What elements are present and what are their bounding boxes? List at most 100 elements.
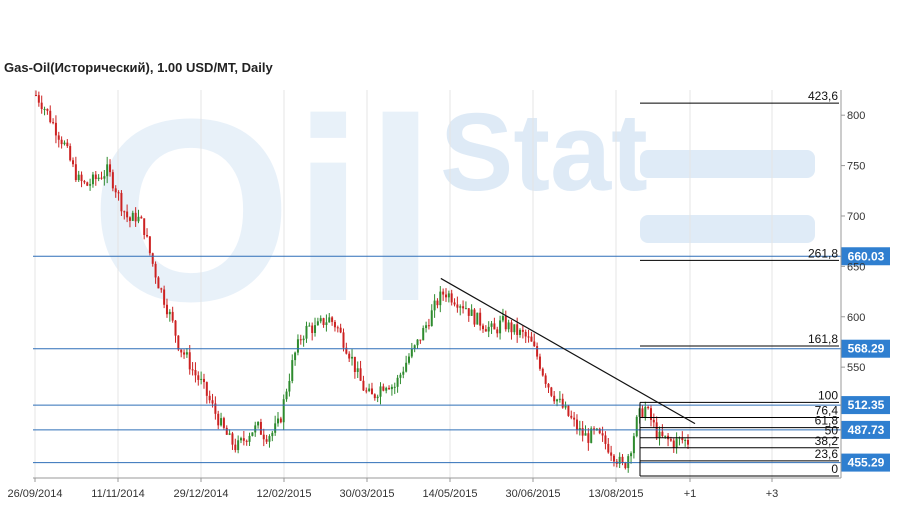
candle-body <box>109 164 112 173</box>
candle-body <box>188 352 191 370</box>
candle-body <box>285 391 288 400</box>
candle-body <box>365 390 368 392</box>
fib-label: 61,8 <box>815 414 839 428</box>
candle-body <box>328 317 331 323</box>
candle-body <box>314 325 317 333</box>
y-tick-label: 550 <box>847 362 865 374</box>
candle-body <box>148 236 151 254</box>
x-tick-label: 29/12/2014 <box>173 488 228 500</box>
candle-body <box>197 375 200 380</box>
candle-body <box>111 172 114 189</box>
candle-body <box>54 122 57 136</box>
y-tick-label: 600 <box>847 312 865 324</box>
candle-body <box>578 428 581 430</box>
candle-body <box>624 462 627 469</box>
level-badge <box>841 339 890 358</box>
level-badge <box>841 396 890 415</box>
x-tick-label: 30/06/2015 <box>505 488 560 500</box>
candle-body <box>558 398 561 400</box>
candle-body <box>89 184 92 186</box>
axes: 550 600 650 700 750 800 26/09/2014 11/11/2014 29… <box>7 90 865 500</box>
trendline-segment <box>440 277 696 425</box>
candle-body <box>126 211 129 218</box>
candle-body <box>407 356 410 363</box>
candle-body <box>519 329 522 335</box>
candle-body <box>575 419 578 430</box>
candle-body <box>649 408 652 420</box>
candle-body <box>595 428 598 430</box>
fib-label: 76,4 <box>815 404 839 418</box>
x-tick-label: 14/05/2015 <box>422 488 477 500</box>
candle-body <box>242 438 245 441</box>
candle-body <box>234 444 237 451</box>
candle-body <box>100 177 103 179</box>
candle-body <box>137 216 140 222</box>
level-badge-label: 660.03 <box>848 249 885 263</box>
candle-body <box>496 329 499 334</box>
candle-body <box>664 435 667 437</box>
candle-body <box>331 317 334 322</box>
candle-body <box>143 218 146 235</box>
candle-body <box>581 428 584 436</box>
candle-body <box>117 192 120 194</box>
candle-body <box>282 399 285 423</box>
candle-body <box>83 181 86 183</box>
candle-body <box>510 322 513 333</box>
candle-body <box>450 293 453 303</box>
candle-body <box>316 321 319 326</box>
candle-body <box>97 177 100 180</box>
candle-body <box>672 440 675 448</box>
candle-body <box>476 312 479 325</box>
candle-body <box>405 362 408 372</box>
candle-body <box>123 211 126 213</box>
candle-body <box>271 432 274 437</box>
candle-body <box>402 371 405 375</box>
candle-body <box>538 356 541 369</box>
candle-body <box>610 452 613 456</box>
horizontal-levels[interactable]: 660.03 568.29 512.35 487.73 455.29 <box>33 247 890 472</box>
candle-body <box>140 216 143 219</box>
candle-body <box>248 435 251 442</box>
candle-body <box>131 212 134 221</box>
candle-body <box>530 336 533 342</box>
candle-body <box>652 419 655 423</box>
candle-body <box>146 234 149 237</box>
candle-body <box>658 431 661 438</box>
x-tick-label: 11/11/2014 <box>91 488 144 500</box>
candle-body <box>447 293 450 298</box>
y-tick-label: 800 <box>847 110 865 122</box>
candle-body <box>299 339 302 341</box>
candle-body <box>211 400 214 404</box>
candle-body <box>684 439 687 441</box>
candle-body <box>687 439 689 445</box>
candle-body <box>208 395 211 401</box>
candle-body <box>561 398 564 408</box>
candle-body <box>444 294 447 298</box>
candle-body <box>399 374 402 378</box>
candle-body <box>185 352 188 355</box>
trendline[interactable] <box>440 277 696 425</box>
candle-body <box>533 341 536 347</box>
candle-body <box>294 352 297 361</box>
x-tick-label: 12/02/2015 <box>256 488 311 500</box>
candle-body <box>120 192 123 212</box>
candle-body <box>550 387 553 396</box>
candle-body <box>183 352 186 355</box>
x-tick-label: 13/08/2015 <box>588 488 643 500</box>
candle-body <box>507 322 510 330</box>
candle-body <box>228 433 231 435</box>
candle-body <box>202 378 205 383</box>
candle-body <box>607 443 610 453</box>
candle-body <box>163 289 166 305</box>
candle-body <box>106 164 109 177</box>
candle-body <box>499 320 502 334</box>
candle-body <box>40 102 43 109</box>
candle-body <box>308 325 311 327</box>
candle-body <box>368 388 371 391</box>
candle-body <box>373 394 376 399</box>
candle-body <box>259 421 262 435</box>
watermark-stat: Stat <box>440 91 648 214</box>
candle-body <box>370 388 373 395</box>
